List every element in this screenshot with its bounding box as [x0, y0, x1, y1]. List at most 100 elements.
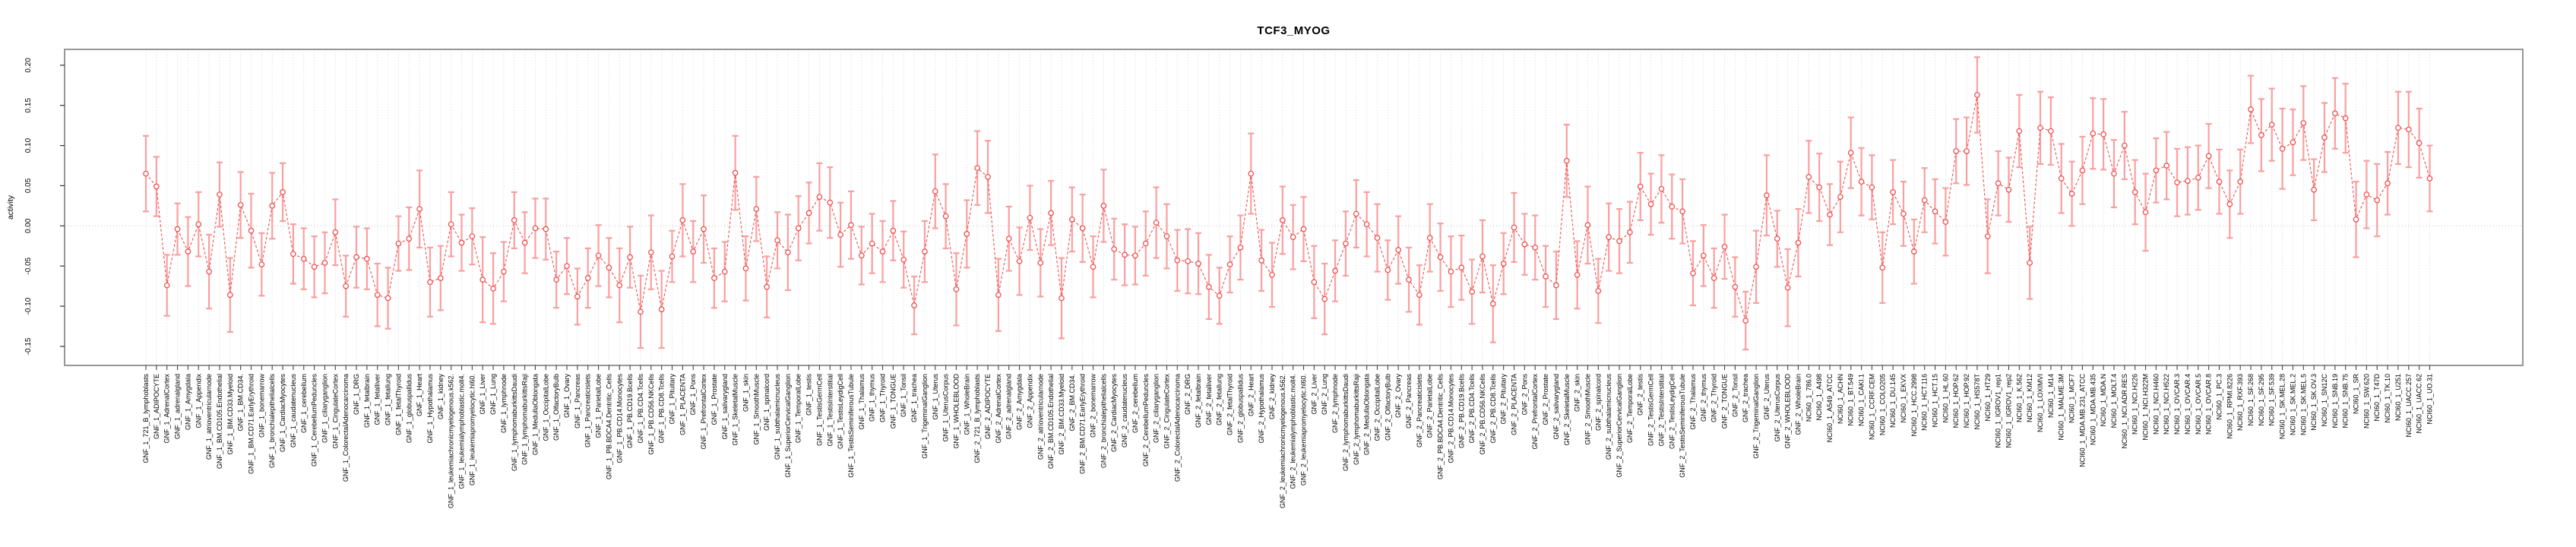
data-point	[1437, 254, 1444, 261]
x-axis-label: NCI60_1_M14	[2047, 374, 2055, 418]
data-point	[1910, 248, 1917, 255]
x-axis-label: GNF_2_PB.CD8.Tcells	[1489, 374, 1497, 444]
data-point	[2426, 175, 2433, 182]
data-point	[2331, 110, 2338, 117]
data-point	[1163, 233, 1170, 239]
x-axis-labels: GNF_1_721_B_lymphoblasts GNF_1_ADIPOCYTE G…	[142, 374, 2434, 509]
data-point	[1584, 222, 1591, 229]
data-point	[458, 239, 465, 246]
x-axis-label: GNF_1_fetalliver	[374, 374, 381, 425]
x-axis-label: NCI60_1_NCI.H522	[2163, 374, 2170, 435]
data-point	[2185, 178, 2191, 184]
x-axis-label: GNF_1_lymphomaburkittsDaudi	[511, 374, 518, 471]
x-axis-label: GNF_2_TestisGermCell	[1647, 374, 1655, 446]
x-axis-label: NCI60_1_HOP.62	[1952, 374, 1960, 428]
data-point	[1953, 148, 1960, 154]
data-point	[1269, 271, 1275, 278]
x-axis-label: GNF_1_PLACENTA	[679, 374, 686, 435]
data-point	[805, 210, 812, 217]
data-point	[2058, 175, 2065, 182]
x-axis-label: NCI60_1_TK.10	[2384, 374, 2391, 423]
x-axis-label: NCI60_1_SF.539	[2268, 374, 2276, 426]
data-point	[1847, 150, 1854, 156]
data-point	[427, 279, 433, 286]
x-axis-label: GNF_2_lymphnode	[1331, 374, 1339, 433]
x-axis-label: GNF_2_lymphomaburkittsRaji	[1353, 374, 1360, 465]
x-axis-label: GNF_2_SkeletalMuscle	[1563, 374, 1571, 446]
x-axis-label: GNF_2_WholeBrain	[1794, 374, 1802, 435]
data-point	[2174, 179, 2180, 186]
x-axis-label: NCI60_1_K.562	[2015, 374, 2023, 422]
data-point	[469, 233, 476, 239]
x-axis-label: NCI60_1_BT.549	[1847, 374, 1855, 426]
gridlines	[145, 49, 2430, 365]
x-axis-label: GNF_1_PB.CD56.NKCells	[647, 374, 655, 455]
data-point	[1079, 225, 1086, 232]
data-point	[185, 248, 191, 255]
x-axis-label: NCI60_1_UACC.257	[2405, 374, 2413, 438]
x-axis-label: GNF_2_fetalliver	[1205, 374, 1213, 425]
data-point	[1837, 194, 1843, 201]
x-axis-label: GNF_2_721_B_lymphoblasts	[973, 374, 981, 463]
x-axis-label: NCI60_1_NCI.H460	[2152, 374, 2160, 435]
data-point	[1206, 283, 1212, 290]
x-axis-label: GNF_1_Amygdala	[184, 374, 191, 430]
x-axis-label: GNF_2_salivarygland	[1552, 374, 1560, 440]
data-point	[2195, 175, 2201, 181]
data-point	[922, 248, 928, 255]
data-point	[995, 292, 1002, 299]
y-tick-label: -0.05	[24, 257, 33, 274]
data-point	[1669, 204, 1676, 210]
x-axis-label: GNF_1_Pancreas	[574, 374, 581, 429]
data-point	[732, 169, 739, 176]
data-point	[1426, 235, 1433, 242]
x-axis-label: GNF_1_CingulateCortex	[331, 374, 339, 449]
x-axis-label: GNF_2_caudatenucleus	[1121, 374, 1128, 448]
x-axis-label: NCI60_1_A549_ATCC	[1826, 374, 1834, 443]
x-axis-label: GNF_1_Appendix	[195, 374, 202, 428]
x-axis-label: GNF_1_kidney	[437, 374, 445, 420]
x-axis-label: NCI60_1_OVCAR.3	[2173, 374, 2181, 435]
data-point	[1059, 295, 1065, 302]
x-axis-label: NCI60_1_SF.295	[2258, 374, 2265, 426]
data-point	[1174, 257, 1181, 264]
x-axis-ticks	[145, 365, 2431, 370]
y-tick-label: 0.05	[24, 178, 33, 193]
data-point	[1879, 264, 1886, 271]
x-axis-label: GNF_1_CerebellumPeduncles	[311, 374, 318, 467]
data-point	[226, 292, 233, 299]
data-point	[280, 189, 286, 195]
x-axis-label: GNF_1_Thalamus	[858, 374, 866, 430]
x-axis-label: GNF_1_subthalamicnucleus	[774, 374, 781, 460]
x-axis-label: GNF_1_bronchialepithelialcells	[268, 374, 276, 469]
x-axis-label: GNF_2_Pituitary	[1500, 374, 1508, 425]
x-axis-label: GNF_2_fetalThyroid	[1226, 374, 1234, 435]
data-point	[1521, 241, 1528, 248]
y-tick-label: 0.00	[24, 218, 33, 233]
data-point	[343, 283, 350, 289]
data-point	[153, 183, 160, 190]
data-point	[1827, 211, 1833, 218]
x-axis-label: GNF_2_Liver	[1310, 374, 1318, 415]
data-point	[669, 253, 676, 260]
data-point	[2237, 179, 2244, 185]
y-tick-label: 0.20	[24, 58, 33, 73]
x-axis-label: GNF_2_leukemialymphoblastic.molt4.	[1290, 374, 1297, 489]
x-axis-label: GNF_2_leukemiapromyelocytic.hl60.	[1300, 374, 1308, 485]
x-axis-label: NCI60_1_DU.145	[1889, 374, 1897, 428]
data-point	[311, 264, 318, 270]
data-point	[448, 221, 454, 228]
data-point	[1363, 221, 1370, 228]
x-axis-label: GNF_2_Amygdala	[1016, 374, 1024, 430]
data-point	[1321, 296, 1328, 302]
data-point	[2016, 128, 2023, 134]
plot-border	[64, 49, 2524, 366]
x-axis-label: GNF_1_trachea	[910, 374, 918, 422]
data-point	[2153, 167, 2160, 174]
x-axis-label: GNF_1_BM.CD105.Endothelial	[216, 374, 223, 469]
data-point	[911, 302, 917, 308]
x-axis-label: GNF_1_SuperiorCervicalGanglion	[784, 374, 792, 478]
data-point	[479, 277, 486, 283]
x-axis-label: GNF_1_ciliaryganglion	[321, 374, 328, 443]
error-bars	[143, 56, 2433, 351]
